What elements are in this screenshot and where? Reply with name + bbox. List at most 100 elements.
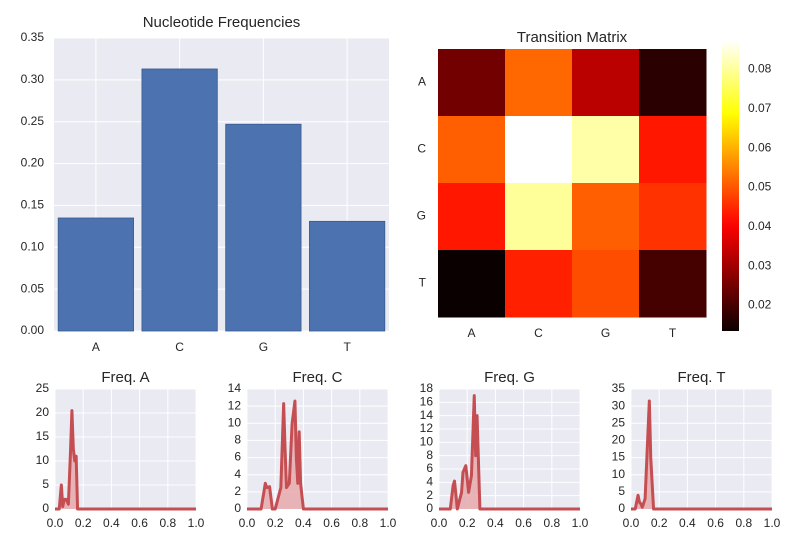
density-xtick-label: 0.4	[679, 516, 696, 530]
density-ytick-label: 10	[228, 415, 242, 429]
density-plot-area-freqt	[631, 389, 772, 509]
bar-xtick-label: T	[343, 340, 351, 354]
density-xtick-label: 0.8	[735, 516, 752, 530]
heatmap-cell-A-A	[438, 49, 506, 117]
heatmap-cell-G-G	[572, 183, 640, 251]
density-plot-area-freqg	[439, 389, 580, 509]
density-line-freqc	[247, 399, 388, 511]
heatmap-cell-C-A	[438, 116, 506, 184]
density-xtick-label: 1.0	[572, 516, 589, 530]
density-xtick-label: 0.4	[487, 516, 504, 530]
heatmap-cell-A-C	[505, 49, 573, 117]
heatmap-col-label: A	[467, 326, 475, 340]
density-ytick-label: 10	[420, 435, 434, 449]
density-ytick-label: 35	[612, 381, 626, 395]
heatmap-cell-G-C	[505, 183, 573, 251]
density-xtick-label: 1.0	[380, 516, 397, 530]
heatmap-row-label: G	[417, 209, 426, 223]
density-xtick-label: 0.6	[323, 516, 340, 530]
heatmap-row-label: C	[417, 142, 426, 156]
heatmap-cell-T-A	[438, 250, 506, 318]
heatmap-col-label: C	[534, 326, 543, 340]
density-xtick-label: 0.2	[75, 516, 92, 530]
heatmap-cell-A-G	[572, 49, 640, 117]
density-xtick-label: 0.2	[267, 516, 284, 530]
density-ytick-label: 8	[426, 448, 433, 462]
bar-ytick-label: 0.30	[21, 72, 45, 86]
density-ytick-label: 6	[234, 450, 241, 464]
bar-xtick-label: G	[259, 340, 268, 354]
density-line-freqa	[55, 409, 196, 511]
density-xtick-label: 0.8	[159, 516, 176, 530]
density-ytick-label: 14	[228, 381, 242, 395]
density-line-freqt	[631, 399, 772, 511]
colorbar	[722, 40, 739, 331]
bar-ytick-label: 0.15	[21, 198, 45, 212]
heatmap-cell-T-G	[572, 250, 640, 318]
heatmap-row-label: A	[418, 75, 426, 89]
density-ytick-label: 10	[36, 453, 50, 467]
bar-ytick-label: 0.10	[21, 239, 45, 253]
heatmap-cell-G-A	[438, 183, 506, 251]
density-ytick-label: 30	[612, 398, 626, 412]
bar-C	[141, 68, 218, 332]
heatmap-col-label: G	[601, 326, 610, 340]
density-ytick-label: 15	[612, 450, 626, 464]
heatmap-cell-C-T	[639, 116, 707, 184]
colorbar-tick-label: 0.05	[748, 180, 772, 194]
density-xtick-label: 1.0	[764, 516, 781, 530]
heatmap-cell-T-T	[639, 250, 707, 318]
heatmap-row-label: T	[419, 276, 427, 290]
density-ytick-label: 20	[36, 405, 50, 419]
bar-xtick-label: A	[92, 340, 100, 354]
density-ytick-label: 0	[234, 501, 241, 515]
density-xtick-label: 0.6	[707, 516, 724, 530]
density-ytick-label: 5	[618, 484, 625, 498]
density-xtick-label: 0.2	[651, 516, 668, 530]
density-ytick-label: 15	[36, 429, 50, 443]
bar-A	[57, 217, 134, 332]
colorbar-tick-label: 0.07	[748, 101, 772, 115]
density-xtick-label: 0.8	[543, 516, 560, 530]
density-ytick-label: 20	[612, 433, 626, 447]
density-title-freqc: Freq. C	[292, 369, 342, 386]
density-ytick-label: 2	[234, 484, 241, 498]
density-ytick-label: 25	[612, 415, 626, 429]
bar-ytick-label: 0.20	[21, 156, 45, 170]
colorbar-tick-label: 0.02	[748, 298, 772, 312]
density-ytick-label: 4	[426, 475, 433, 489]
density-xtick-label: 1.0	[188, 516, 205, 530]
density-ytick-label: 2	[426, 488, 433, 502]
bar-T	[309, 220, 386, 332]
density-title-freqg: Freq. G	[484, 369, 535, 386]
density-ytick-label: 16	[420, 395, 434, 409]
bar-chart-title: Nucleotide Frequencies	[143, 14, 301, 31]
density-ytick-label: 12	[420, 421, 434, 435]
density-ytick-label: 0	[426, 501, 433, 515]
colorbar-tick-label: 0.06	[748, 140, 772, 154]
colorbar-tick-label: 0.08	[748, 62, 772, 76]
heatmap-cell-A-T	[639, 49, 707, 117]
density-ytick-label: 8	[234, 433, 241, 447]
density-xtick-label: 0.0	[623, 516, 640, 530]
bar-ytick-label: 0.05	[21, 281, 45, 295]
bar-xtick-label: C	[175, 340, 184, 354]
density-ytick-label: 25	[36, 381, 50, 395]
heatmap-cell-T-C	[505, 250, 573, 318]
density-title-freqa: Freq. A	[101, 369, 149, 386]
bar-ytick-label: 0.25	[21, 114, 45, 128]
density-xtick-label: 0.0	[239, 516, 256, 530]
heatmap-col-label: T	[669, 326, 677, 340]
density-xtick-label: 0.2	[459, 516, 476, 530]
density-ytick-label: 10	[612, 467, 626, 481]
heatmap-cell-G-T	[639, 183, 707, 251]
heatmap-cell-C-C	[505, 116, 573, 184]
density-ytick-label: 6	[426, 461, 433, 475]
bar-ytick-label: 0.00	[21, 323, 45, 337]
density-ytick-label: 5	[42, 477, 49, 491]
colorbar-tick-label: 0.03	[748, 258, 772, 272]
density-ytick-label: 4	[234, 467, 241, 481]
density-ytick-label: 18	[420, 381, 434, 395]
density-xtick-label: 0.4	[295, 516, 312, 530]
